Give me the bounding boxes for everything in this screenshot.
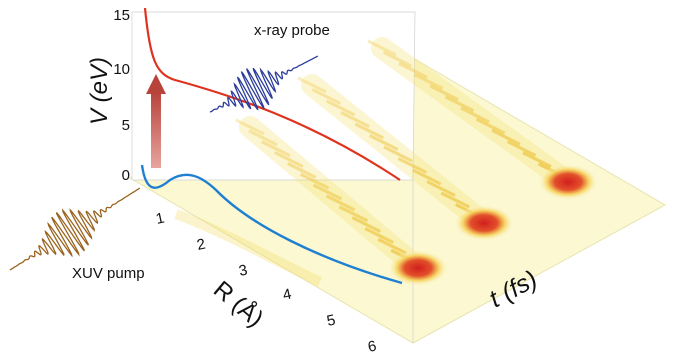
r-axis-title: R (Å) — [208, 275, 269, 332]
r-tick-4: 4 — [281, 286, 293, 304]
band-stripe — [411, 168, 442, 186]
band-stripe — [338, 205, 369, 223]
excitation-arrow — [146, 74, 166, 168]
band-stripe — [368, 134, 399, 151]
wavepacket-bands — [174, 37, 583, 287]
r-tick-6: 6 — [366, 338, 378, 356]
band-stripe — [413, 73, 444, 90]
v-tick-0: 0 — [122, 167, 130, 184]
pump-label: XUV pump — [72, 265, 145, 282]
band-stripe — [248, 129, 278, 147]
band-stripe — [354, 122, 385, 140]
xuv-pump-pulse — [9, 187, 141, 271]
band-tail — [174, 209, 323, 287]
band-stripe — [312, 183, 343, 201]
wavepacket-hotspot-2 — [454, 205, 514, 241]
band-stripe — [426, 180, 456, 197]
wavepacket-hotspot-1 — [388, 250, 448, 286]
band-stripe — [297, 76, 327, 94]
r-tick-5: 5 — [325, 312, 337, 330]
band-stripe — [299, 172, 330, 190]
v-tick-15: 15 — [113, 7, 130, 24]
band-stripe — [460, 106, 490, 124]
r-tick-2: 2 — [195, 236, 207, 254]
band-stripe — [382, 50, 413, 68]
band-stripe — [444, 95, 475, 113]
r-axis-ticks: 1 2 3 4 5 6 — [154, 210, 378, 356]
upper-potential-curve — [143, 7, 401, 181]
band-stripe — [398, 61, 428, 79]
band-stripe — [475, 117, 506, 135]
v-axis-title: V (eV) — [86, 57, 113, 125]
band-stripe — [377, 237, 407, 255]
band-stripe — [383, 145, 413, 163]
band-stripe — [351, 216, 382, 234]
band-stripe — [325, 99, 356, 117]
r-tick-3: 3 — [237, 262, 249, 280]
lower-potential-curve — [140, 164, 403, 285]
band-stripe — [364, 227, 394, 244]
band-stripe — [506, 140, 537, 157]
band-stripe — [286, 161, 317, 179]
band-stripe — [522, 151, 552, 169]
band-stripe — [440, 191, 471, 209]
band-stripe — [325, 194, 356, 212]
x-ray-probe-pulse — [209, 55, 319, 113]
band-stripe — [311, 88, 342, 105]
band-stripe — [235, 118, 265, 136]
band-stripe — [340, 111, 370, 128]
wavepacket-hotspot-3 — [538, 164, 598, 200]
v-tick-10: 10 — [113, 61, 130, 78]
r-tick-1: 1 — [154, 210, 166, 228]
band-stripe — [429, 84, 459, 102]
band-stripe — [274, 151, 304, 168]
probe-label: x-ray probe — [254, 22, 330, 39]
band-stripe — [491, 128, 521, 146]
v-axis-ticks: 0 5 10 15 — [113, 7, 130, 184]
band-stripe — [367, 39, 397, 57]
band-stripe — [261, 140, 291, 158]
v-tick-5: 5 — [122, 117, 130, 134]
band-stripe — [397, 157, 428, 174]
